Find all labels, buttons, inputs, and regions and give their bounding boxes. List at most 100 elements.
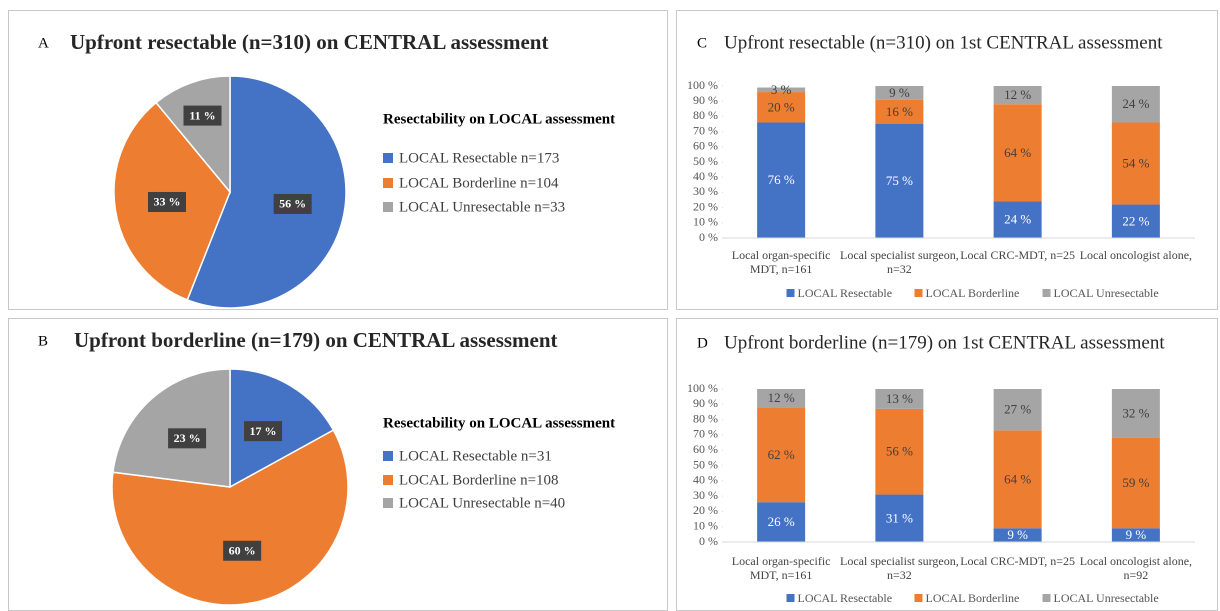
x-tick-label: Local specialist surgeon, n=32 (840, 248, 959, 276)
legend-swatch (383, 451, 393, 461)
y-tick-label: 10 % (693, 518, 718, 532)
x-tick-label: Local specialist surgeon, n=32 (840, 554, 959, 582)
chart-title: Upfront resectable (n=310) on 1st CENTRA… (724, 32, 1163, 53)
legend-swatch (786, 594, 795, 602)
y-tick-label: 0 % (699, 534, 718, 548)
legend-label: LOCAL Unresectable n=40 (399, 495, 565, 511)
bar-segment (1111, 122, 1160, 205)
y-tick-label: 10 % (693, 215, 718, 229)
bar-segment (993, 430, 1042, 529)
data-label: 54 % (1122, 156, 1149, 171)
x-tick-label: Local oncologist alone, n=92 (1079, 554, 1193, 582)
data-label-box (183, 105, 222, 126)
chart-title: Upfront resectable (n=310) on CENTRAL as… (70, 30, 548, 54)
y-tick-label: 70 % (693, 427, 718, 441)
legend-label: LOCAL Borderline n=108 (399, 472, 559, 488)
legend-label: LOCAL Unresectable n=33 (399, 199, 565, 215)
legend-label: LOCAL Resectable n=31 (399, 448, 552, 464)
panel-letter: B (38, 333, 48, 349)
data-label: 26 % (768, 514, 795, 529)
y-tick-label: 30 % (693, 488, 718, 502)
bar-segment (993, 104, 1042, 202)
x-tick-label: Local organ-specific MDT, n=161 (731, 248, 831, 276)
bar-segment (875, 389, 924, 409)
bar-segment (993, 86, 1042, 105)
panel-letter: C (697, 35, 707, 51)
x-tick-label: Local CRC-MDT, n=25 (960, 248, 1076, 262)
data-label: 56 % (886, 444, 913, 459)
y-tick-label: 100 % (687, 78, 718, 92)
bar-segment (757, 407, 806, 503)
data-label: 24 % (1004, 212, 1031, 227)
y-tick-label: 40 % (693, 169, 718, 183)
pie-slice (111, 429, 349, 606)
data-label-box (147, 191, 186, 212)
bar-segment (1111, 389, 1160, 438)
y-tick-label: 0 % (699, 230, 718, 244)
x-category: Local CRC-MDT, n=25 (960, 554, 1076, 568)
pie-slice (112, 368, 231, 488)
data-label-box (244, 421, 283, 442)
x-category: Local oncologist alone, n=92 (1079, 554, 1193, 582)
bar-segment (993, 389, 1042, 431)
chart-title: Upfront borderline (n=179) on CENTRAL as… (74, 328, 558, 352)
data-label: 64 % (1004, 471, 1031, 486)
y-tick-label: 60 % (693, 139, 718, 153)
bar-segment (1111, 204, 1160, 238)
panel-letter: A (38, 35, 49, 51)
y-tick-label: 70 % (693, 123, 718, 137)
legend-label: LOCAL Resectable (798, 591, 893, 605)
data-label: 56 % (279, 197, 306, 211)
data-label: 22 % (1122, 213, 1149, 228)
x-tick-label: Local organ-specific MDT, n=161 (731, 554, 831, 582)
bar-segment (993, 201, 1042, 238)
bar-segment (875, 494, 924, 542)
legend-label: LOCAL Borderline (926, 591, 1020, 605)
legend-swatch (383, 202, 393, 212)
bar-segment (757, 502, 806, 542)
panel-frame (676, 10, 1218, 310)
data-label: 62 % (768, 447, 795, 462)
legend-swatch (1042, 594, 1051, 602)
data-label: 76 % (768, 172, 795, 187)
bar-segment (757, 87, 806, 93)
y-tick-label: 50 % (693, 154, 718, 168)
data-label: 64 % (1004, 145, 1031, 160)
legend-swatch (383, 498, 393, 508)
y-tick-label: 50 % (693, 457, 718, 471)
bar-segment (875, 99, 924, 124)
legend-label: LOCAL Resectable (798, 286, 893, 300)
y-tick-label: 20 % (693, 503, 718, 517)
legend-label: LOCAL Resectable n=173 (399, 150, 559, 166)
data-label: 23 % (174, 431, 201, 445)
x-tick-label: Local oncologist alone, (1079, 248, 1193, 262)
legend-swatch (786, 289, 795, 297)
data-label: 59 % (1122, 475, 1149, 490)
legend-label: LOCAL Borderline (926, 286, 1020, 300)
bar-segment (875, 86, 924, 100)
legend-title: Resectability on LOCAL assessment (383, 111, 615, 127)
y-tick-label: 30 % (693, 184, 718, 198)
panel-letter: D (697, 335, 708, 351)
bar-segment (875, 408, 924, 495)
y-tick-label: 80 % (693, 411, 718, 425)
legend-swatch (383, 153, 393, 163)
legend-label: LOCAL Unresectable (1054, 591, 1159, 605)
data-label: 31 % (886, 510, 913, 525)
data-label-box (168, 428, 207, 449)
x-category: Local organ-specific MDT, n=161 (731, 554, 831, 582)
legend-label: LOCAL Borderline n=104 (399, 175, 559, 191)
bar-segment (1111, 528, 1160, 542)
y-tick-label: 80 % (693, 108, 718, 122)
bar-segment (993, 528, 1042, 542)
legend-title: Resectability on LOCAL assessment (383, 415, 615, 431)
legend-swatch (383, 475, 393, 485)
y-tick-label: 20 % (693, 199, 718, 213)
bar-segment (757, 122, 806, 238)
data-label: 12 % (768, 390, 795, 405)
x-tick-label: Local CRC-MDT, n=25 (960, 554, 1076, 568)
y-tick-label: 90 % (693, 93, 718, 107)
legend-label: LOCAL Unresectable (1054, 286, 1159, 300)
pie-slice (155, 75, 231, 195)
y-tick-label: 90 % (693, 396, 718, 410)
